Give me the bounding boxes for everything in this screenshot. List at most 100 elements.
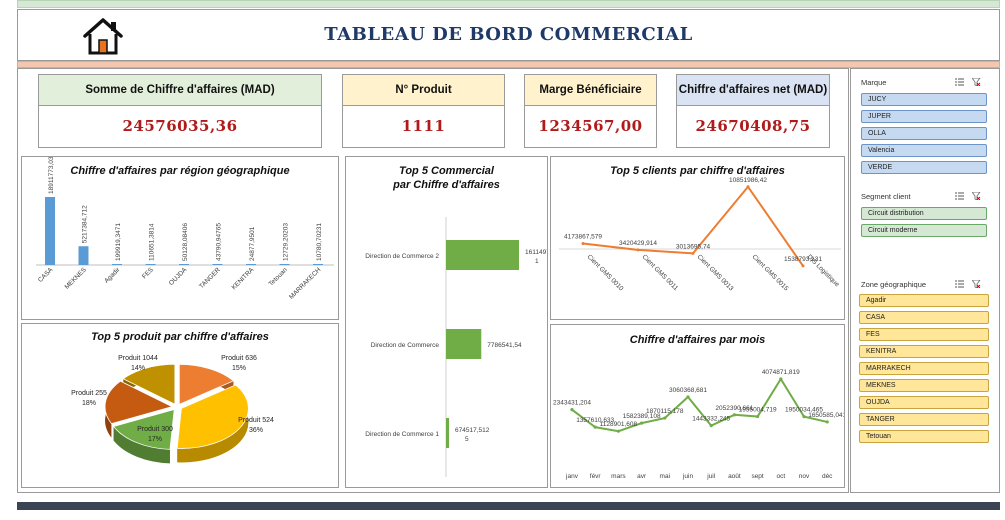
kpi-label: N° Produit: [343, 75, 504, 106]
slice-pct: 15%: [232, 365, 246, 372]
point: [581, 242, 585, 246]
data-label: 16114976,3: [525, 249, 547, 256]
slicer-item-fes[interactable]: FES: [859, 328, 989, 341]
tick-label: TANGER: [198, 266, 222, 290]
slice: [122, 363, 176, 405]
chart-title: Top 5 produit par chiffre d'affaires: [91, 331, 269, 343]
region-bar-chart: 18911773,03 CASA 5217384,712 MEKNES 199919,3…: [36, 157, 334, 301]
tick-label: nov: [799, 473, 810, 480]
tick-label: MARRAKECH: [288, 266, 323, 301]
tick-label: OUJDA: [168, 266, 189, 287]
slice: [104, 380, 174, 425]
point: [801, 264, 805, 268]
chart-subtitle: par Chiffre d'affaires: [393, 179, 500, 191]
kpi-card-marge: Marge Bénéficiaire 1234567,00: [524, 74, 657, 148]
point: [756, 414, 760, 419]
slice-label: Produit 300: [137, 426, 173, 433]
slicer-item-olla[interactable]: OLLA: [861, 127, 987, 140]
bottom-bar: [17, 502, 1000, 510]
slicer-item-casa[interactable]: CASA: [859, 311, 989, 324]
data-label: 3420429,914: [619, 240, 657, 247]
slicer-item-kenitra[interactable]: KENITRA: [859, 345, 989, 358]
slicer-title-zone: Zone géographique: [861, 280, 927, 289]
kpi-card-chiffre-affaires: Somme de Chiffre d'affaires (MAD) 245760…: [38, 74, 322, 148]
bar: [45, 197, 55, 265]
slicer-item-marrakech[interactable]: MARRAKECH: [859, 362, 989, 375]
clear-filter-icon[interactable]: [972, 192, 981, 200]
data-label: 24877,9501: [249, 226, 256, 261]
bar: [313, 264, 323, 265]
slicer-item-tetouan[interactable]: Tetouan: [859, 430, 989, 443]
tick-label: Tetouan: [268, 266, 290, 288]
tick-label: CASA: [37, 266, 55, 284]
bar: [446, 418, 450, 448]
produit-pie-chart: Produit 636 15% Produit 524 36% Produit 300 1…: [71, 355, 274, 464]
tick-label: Direction de Commerce: [371, 342, 440, 349]
kpi-value: 1234567,00: [538, 117, 643, 135]
data-label: 110651,3814: [149, 223, 156, 261]
chart-commercial[interactable]: Top 5 Commercial par Chiffre d'affaires …: [345, 156, 548, 488]
clear-filter-icon[interactable]: [972, 280, 981, 288]
data-label: 43790,94765: [216, 223, 223, 261]
tick-label: Direction de Commerce 2: [365, 253, 439, 260]
kpi-value: 1111: [401, 117, 446, 135]
kpi-value: 24670408,75: [695, 117, 811, 135]
chart-region[interactable]: Chiffre d'affaires par région géographiq…: [21, 156, 339, 320]
top-stripe: [17, 0, 1000, 8]
point: [825, 420, 829, 424]
bar: [446, 329, 482, 359]
slicer-item-meknes[interactable]: MEKNES: [859, 379, 989, 392]
slicer-item-circuit-moderne[interactable]: Circuit moderne: [861, 224, 987, 237]
slicer-item-circuit-distribution[interactable]: Circuit distribution: [861, 207, 987, 220]
slice-pct: 14%: [131, 365, 145, 372]
chart-mois[interactable]: Chiffre d'affaires par mois 2343431,204 j…: [550, 324, 845, 488]
data-label: 1357610,633: [576, 417, 614, 424]
kpi-label: Chiffre d'affaires net (MAD): [677, 75, 829, 106]
clear-filter-icon[interactable]: [972, 78, 981, 86]
slice-label: Produit 636: [221, 355, 257, 362]
tick-label: DIS Logistique: [806, 253, 841, 288]
point: [616, 429, 620, 433]
chart-title: Top 5 clients par chiffre d'affaires: [610, 165, 785, 177]
chart-title: Top 5 Commercial: [399, 165, 494, 177]
slicer-item-juper[interactable]: JUPER: [861, 110, 987, 123]
data-label: 4074871,819: [762, 369, 800, 376]
slicer-item-agadir[interactable]: Agadir: [859, 294, 989, 307]
bar: [212, 264, 223, 265]
slicer-item-valencia[interactable]: Valencia: [861, 144, 987, 157]
slice: [112, 408, 175, 450]
point: [732, 413, 736, 417]
tick-label: FES: [141, 266, 155, 280]
tick-label: Cient GMS 0011: [641, 253, 680, 292]
kpi-label: Somme de Chiffre d'affaires (MAD): [39, 75, 321, 106]
tick-label: Agadir: [103, 266, 122, 285]
bar: [179, 264, 189, 265]
data-label: 10851986,42: [729, 177, 767, 184]
multi-select-icon[interactable]: [955, 78, 964, 86]
slicer-item-verde[interactable]: VERDE: [861, 161, 987, 174]
data-label: 18911773,03: [48, 157, 55, 194]
slicer-item-oujda[interactable]: OUJDA: [859, 396, 989, 409]
bar: [78, 246, 89, 265]
chart-clients[interactable]: Top 5 clients par chiffre d'affaires 417…: [550, 156, 845, 320]
tick-label: août: [728, 473, 741, 480]
slicer-item-jucy[interactable]: JUCY: [861, 93, 987, 106]
bar: [446, 240, 519, 270]
filter-sidebar: Marque JUCY JUPER OLLA Valencia VERDE Se…: [850, 68, 1000, 493]
tick-label: mai: [660, 473, 670, 480]
slicer-item-tanger[interactable]: TANGER: [859, 413, 989, 426]
data-label: 10780,70231: [316, 223, 323, 261]
slice-pct: 17%: [148, 436, 162, 443]
tick-label: Cient GMS 0010: [586, 253, 625, 292]
data-label: 1870115,178: [646, 408, 684, 415]
data-label: 199919,3471: [115, 223, 122, 261]
multi-select-icon[interactable]: [955, 280, 964, 288]
bar: [145, 264, 156, 265]
point: [802, 415, 806, 419]
home-icon[interactable]: [82, 16, 124, 56]
multi-select-icon[interactable]: [955, 192, 964, 200]
chart-produit[interactable]: Top 5 produit par chiffre d'affaires Pro…: [21, 323, 339, 488]
kpi-value: 24576035,36: [122, 117, 238, 135]
tick-label: févr: [590, 473, 602, 480]
slicer-title-marque: Marque: [861, 78, 887, 87]
